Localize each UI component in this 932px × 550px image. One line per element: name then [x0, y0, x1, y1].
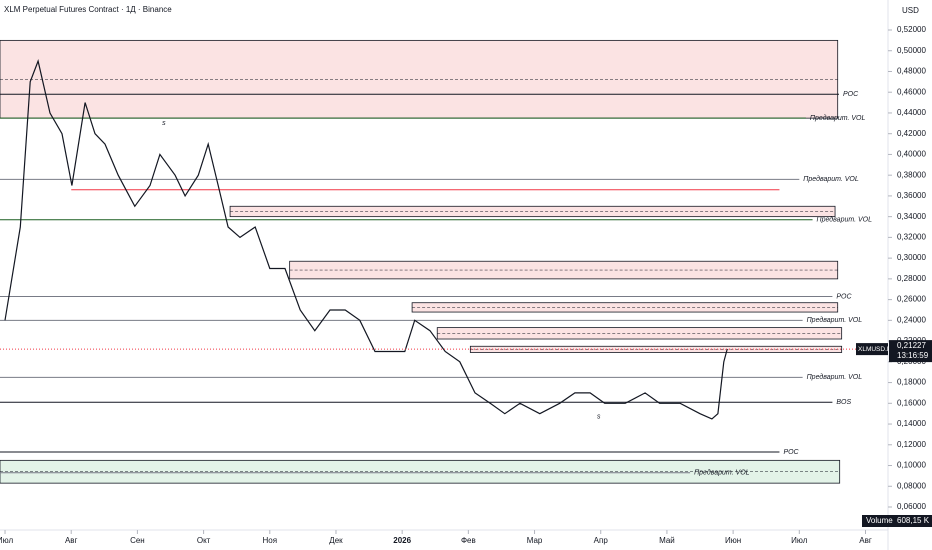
symbol-label: XLMUSD.P — [858, 346, 891, 353]
countdown: 13:16:59 — [897, 351, 929, 360]
y-tick-label: 0,50000 — [897, 46, 926, 55]
y-tick-label: 0,34000 — [897, 212, 926, 221]
x-tick-label: Окт — [197, 536, 211, 545]
y-tick-label: 0,36000 — [897, 191, 926, 200]
level-label: BOS — [836, 399, 851, 406]
y-tick-label: 0,28000 — [897, 274, 926, 283]
y-tick-label: 0,08000 — [897, 481, 926, 490]
y-tick-label: 0,48000 — [897, 67, 926, 76]
axis-unit: USD — [902, 6, 919, 15]
x-tick-label: Сен — [130, 536, 145, 545]
y-tick-label: 0,42000 — [897, 129, 926, 138]
x-tick-label: Июн — [725, 536, 741, 545]
level-label: Предварит. VOL — [803, 175, 859, 183]
y-tick-label: 0,52000 — [897, 25, 926, 34]
y-tick-label: 0,18000 — [897, 378, 926, 387]
x-tick-label: 2026 — [393, 536, 411, 545]
x-tick-label: Июл — [0, 536, 13, 545]
x-tick-label: Дек — [329, 536, 343, 545]
level-label: POC — [843, 91, 859, 98]
volume-tag — [862, 515, 932, 527]
x-tick-label: Июл — [791, 536, 808, 545]
y-tick-label: 0,14000 — [897, 419, 926, 428]
symbol-tag — [856, 343, 888, 356]
level-label: Предварит. VOL — [810, 114, 866, 122]
y-tick-label: 0,38000 — [897, 170, 926, 179]
x-tick-label: Май — [659, 536, 675, 545]
x-tick-label: Авг — [859, 536, 872, 545]
price-line — [4, 59, 728, 420]
level-label: Предварит. VOL — [817, 216, 873, 224]
y-tick-label: 0,44000 — [897, 108, 926, 117]
y-tick-label: 0,12000 — [897, 440, 926, 449]
zone — [0, 39, 839, 119]
chart-title: XLM Perpetual Futures Contract · 1Д · Bi… — [4, 5, 172, 14]
x-tick-label: Апр — [594, 536, 609, 545]
level-label: Предварит. VOL — [694, 469, 750, 477]
x-tick-label: Ноя — [263, 536, 278, 545]
price-tag — [889, 340, 932, 363]
price-label: 0,21227 — [897, 341, 926, 350]
y-tick-label: 0,24000 — [897, 315, 926, 324]
zone — [0, 459, 841, 484]
annotation: s — [162, 120, 166, 127]
y-tick-label: 0,16000 — [897, 398, 926, 407]
volume-value: 608,15 K — [897, 516, 930, 525]
x-tick-label: Мар — [527, 536, 543, 545]
x-tick-label: Фев — [461, 536, 476, 545]
y-tick-label: 0,46000 — [897, 87, 926, 96]
level-label: Предварит. VOL — [807, 316, 863, 324]
x-tick-label: Авг — [65, 536, 78, 545]
level-label: POC — [836, 293, 852, 300]
y-tick-label: 0,40000 — [897, 150, 926, 159]
y-tick-label: 0,06000 — [897, 502, 926, 511]
level-label: Предварит. VOL — [807, 373, 863, 381]
level-label: POC — [783, 449, 799, 456]
y-tick-label: 0,30000 — [897, 253, 926, 262]
y-tick-label: 0,26000 — [897, 295, 926, 304]
annotation: s — [597, 414, 601, 421]
y-tick-label: 0,10000 — [897, 461, 926, 470]
y-tick-label: 0,32000 — [897, 233, 926, 242]
volume-name: Volume — [866, 516, 893, 525]
